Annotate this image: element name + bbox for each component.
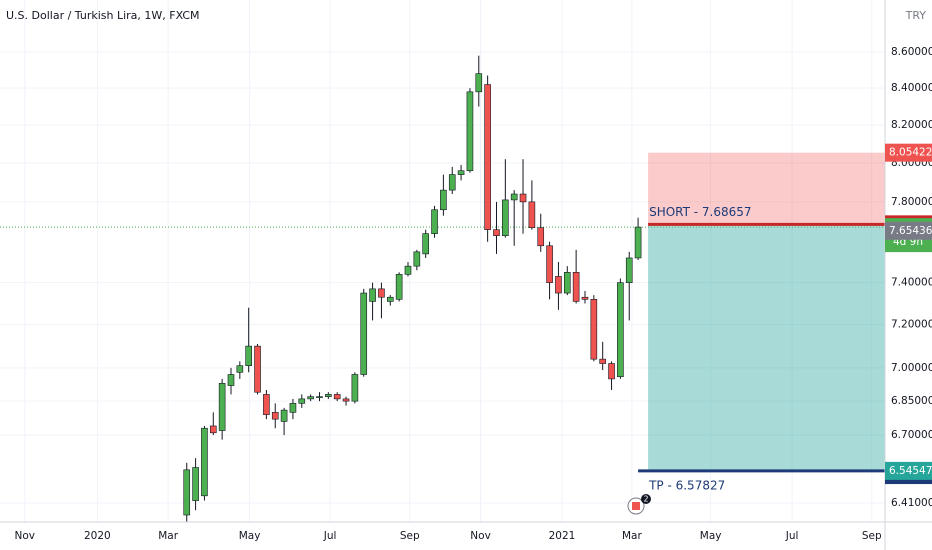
candle-body: [263, 394, 270, 415]
candle-body: [502, 199, 509, 236]
candle-body: [555, 276, 562, 294]
y-tick-label: 6.41000: [891, 497, 932, 509]
x-tick-label: May: [239, 530, 261, 542]
candle-body: [590, 299, 598, 360]
x-tick-label: May: [700, 530, 722, 542]
price-label: 6.54547: [889, 465, 932, 477]
candle-body: [466, 91, 474, 172]
candle-body: [440, 189, 447, 211]
candle-body: [245, 345, 252, 367]
candle-body: [448, 174, 456, 191]
candle-body: [201, 427, 208, 497]
candle-body: [413, 251, 421, 267]
candle-body: [360, 292, 368, 375]
candle-body: [484, 84, 491, 230]
alert-badge[interactable]: [641, 494, 651, 504]
candle-body: [457, 170, 465, 175]
candle-body: [404, 265, 412, 275]
candle-body: [599, 358, 606, 364]
candle-body: [307, 396, 314, 400]
x-tick-label: Sep: [862, 530, 882, 542]
position-zones: SHORT - 7.68657 TP - 6.57827: [0, 152, 885, 492]
x-tick-label: 2021: [549, 530, 576, 542]
candle-body: [209, 425, 217, 434]
candle-body: [351, 374, 359, 402]
candle-body: [617, 282, 624, 377]
candle-body: [254, 345, 261, 393]
candle-body: [395, 274, 403, 300]
candles: [183, 55, 642, 523]
entry-text: SHORT - 7.68657: [649, 205, 751, 219]
y-tick-label: 7.20000: [891, 319, 932, 331]
chart-title: U.S. Dollar / Turkish Lira, 1W, FXCM: [6, 9, 200, 22]
y-tick-label: 7.00000: [891, 362, 932, 374]
candle-body: [298, 398, 306, 404]
x-tick-label: 2020: [84, 530, 111, 542]
x-tick-label: Mar: [158, 530, 178, 542]
candle-body: [608, 363, 615, 380]
candle-body: [625, 257, 633, 283]
candle-body: [280, 409, 288, 422]
candle-body: [386, 296, 394, 302]
candle-body: [192, 467, 199, 501]
candle-body: [581, 296, 589, 300]
x-tick-label: Nov: [470, 530, 491, 542]
candle-body: [271, 412, 279, 420]
candle-body: [563, 272, 571, 294]
candle-body: [369, 288, 376, 302]
alert-icon-flag[interactable]: [632, 502, 640, 510]
currency-label: TRY: [905, 9, 927, 22]
price-label-bg: [885, 461, 932, 480]
x-tick-label: Sep: [400, 530, 420, 542]
y-tick-label: 8.60000: [891, 46, 932, 58]
candle-body: [475, 73, 483, 93]
candle-body: [236, 365, 244, 373]
candle-body: [572, 272, 580, 302]
y-tick-label: 6.70000: [891, 429, 932, 441]
x-tick-label: Mar: [622, 530, 642, 542]
candle-body: [519, 193, 527, 203]
candle-body: [537, 227, 545, 247]
price-label-bg: [885, 221, 932, 240]
price-label-bg: [885, 143, 932, 162]
alert-badge-count: 2: [643, 495, 648, 504]
y-tick-label: 7.80000: [891, 196, 932, 208]
candle-body: [528, 201, 536, 228]
candle-body: [183, 469, 191, 516]
y-tick-label: 6.85000: [891, 395, 932, 407]
x-tick-label: Jul: [785, 530, 799, 542]
candle-body: [422, 233, 429, 255]
candle-body: [510, 193, 518, 201]
candle-body: [342, 398, 350, 402]
x-tick-label: Nov: [15, 530, 36, 542]
candle-body: [218, 383, 226, 431]
candle-body: [493, 229, 500, 236]
y-tick-label: 8.40000: [891, 82, 932, 94]
candle-body: [431, 209, 438, 234]
candle-body: [227, 374, 235, 386]
candle-body: [378, 288, 385, 298]
target-zone: [648, 224, 885, 471]
candle-body: [546, 245, 553, 283]
grid: [0, 0, 885, 522]
price-label: 7.65436: [889, 225, 932, 237]
y-tick-label: 8.20000: [891, 119, 932, 131]
price-label: 8.05422: [889, 147, 932, 159]
target-text: TP - 6.57827: [648, 478, 725, 492]
candle-body: [333, 394, 341, 400]
candle-body: [316, 396, 323, 398]
stop-zone: [648, 152, 885, 225]
y-tick-label: 7.40000: [891, 277, 932, 289]
candle-body: [289, 403, 297, 413]
candle-body: [634, 226, 642, 259]
x-tick-label: Jul: [323, 530, 337, 542]
candle-body: [325, 394, 332, 397]
